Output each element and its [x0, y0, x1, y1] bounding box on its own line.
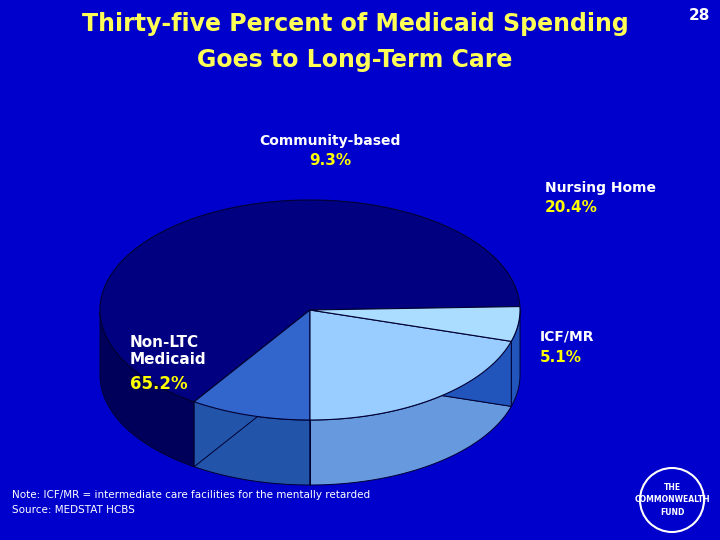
Text: Note: ICF/MR = intermediate care facilities for the mentally retarded: Note: ICF/MR = intermediate care facilit… [12, 490, 370, 500]
Text: Community-based: Community-based [259, 134, 401, 148]
Text: 5.1%: 5.1% [540, 350, 582, 365]
Polygon shape [310, 310, 511, 420]
Polygon shape [194, 310, 310, 467]
Polygon shape [511, 310, 520, 407]
Text: Source: MEDSTAT HCBS: Source: MEDSTAT HCBS [12, 505, 135, 515]
Polygon shape [194, 310, 310, 420]
Text: Goes to Long-Term Care: Goes to Long-Term Care [197, 48, 513, 72]
Text: ICF/MR: ICF/MR [540, 330, 595, 344]
Text: 28: 28 [688, 8, 710, 23]
Polygon shape [310, 307, 520, 341]
Polygon shape [310, 310, 511, 407]
Text: Nursing Home: Nursing Home [545, 181, 656, 195]
Text: THE
COMMONWEALTH
FUND: THE COMMONWEALTH FUND [634, 483, 710, 517]
Polygon shape [310, 310, 511, 407]
Text: 9.3%: 9.3% [309, 153, 351, 168]
Polygon shape [310, 341, 511, 485]
Text: Non-LTC
Medicaid: Non-LTC Medicaid [130, 335, 207, 367]
Text: 20.4%: 20.4% [545, 200, 598, 215]
Polygon shape [194, 310, 310, 467]
Polygon shape [100, 200, 520, 402]
Text: Thirty-five Percent of Medicaid Spending: Thirty-five Percent of Medicaid Spending [81, 12, 629, 36]
Text: 65.2%: 65.2% [130, 375, 188, 393]
Polygon shape [194, 402, 310, 485]
Polygon shape [100, 312, 194, 467]
